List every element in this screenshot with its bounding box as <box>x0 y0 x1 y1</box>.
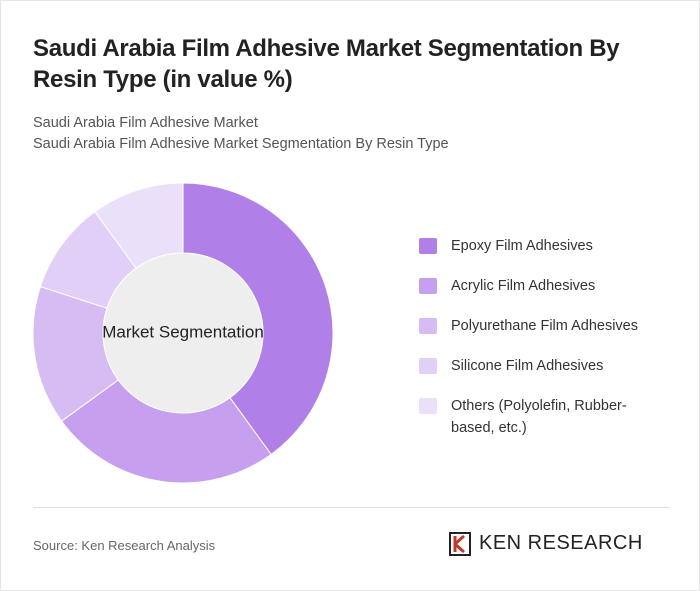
logo <box>449 532 471 556</box>
donut-slice <box>32 286 119 422</box>
donut-slice <box>60 379 272 484</box>
legend-swatch <box>419 398 437 414</box>
subtitle: Saudi Arabia Film Adhesive Market Segmen… <box>33 136 449 152</box>
legend-swatch <box>419 278 437 294</box>
center-label: Market Segmentation <box>102 322 264 341</box>
source: Source: Ken Research Analysis <box>33 538 216 553</box>
legend-item: Polyurethane Film Adhesives <box>419 315 659 337</box>
legend-item: Acrylic Film Adhesives <box>419 275 659 297</box>
legend-label: Silicone Film Adhesives <box>451 358 604 374</box>
legend-label: Polyurethane Film Adhesives <box>451 318 638 334</box>
donut-chart: Market Segmentation <box>32 182 334 484</box>
legend-item: Others (Polyolefin, Rubber-based, etc.) <box>419 395 659 439</box>
legend-item: Silicone Film Adhesives <box>419 355 659 377</box>
legend: Epoxy Film Adhesives Acrylic Film Adhesiv… <box>419 235 659 457</box>
legend-item: Epoxy Film Adhesives <box>419 235 659 257</box>
legend-swatch <box>419 238 437 254</box>
legend-label: Acrylic Film Adhesives <box>451 278 596 294</box>
chart-title: Saudi Arabia Film Adhesive Market Segmen… <box>33 35 620 93</box>
donut-hole <box>103 253 263 413</box>
subtitle: Saudi Arabia Film Adhesive Market <box>33 115 258 131</box>
donut-slice <box>39 210 137 309</box>
legend-label: Epoxy Film Adhesives <box>451 238 593 254</box>
legend-swatch <box>419 358 437 374</box>
divider <box>33 507 669 508</box>
legend-swatch <box>419 318 437 334</box>
legend-label: Others (Polyolefin, Rubber-based, etc.) <box>451 398 627 436</box>
donut-slice <box>182 182 334 456</box>
brand: KEN RESEARCH <box>479 532 643 554</box>
